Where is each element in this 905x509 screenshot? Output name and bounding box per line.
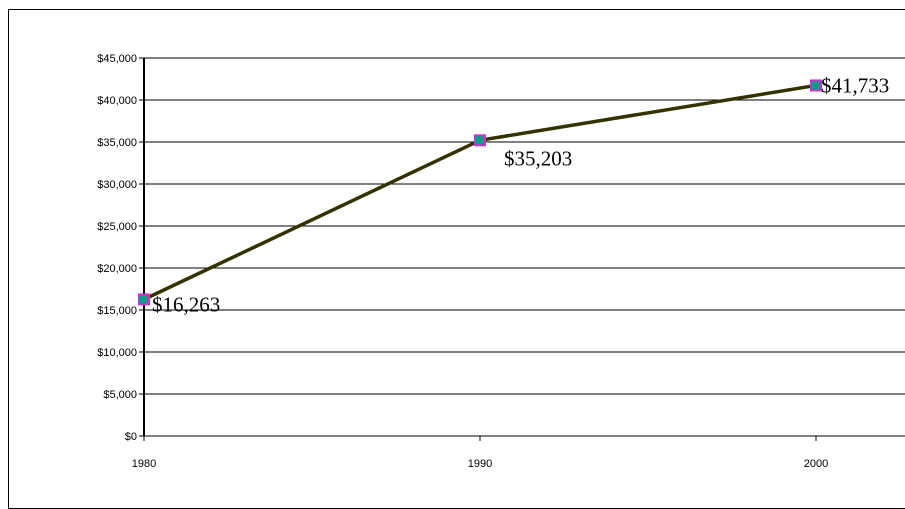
data-label: $35,203	[504, 146, 572, 170]
data-point-marker	[474, 134, 486, 147]
line-chart: $0 $5,000 $10,000 $15,000 $20,000 $25,000 $30,…	[97, 53, 905, 470]
x-tick-label: 2000	[804, 458, 828, 470]
data-label: $41,733	[821, 73, 889, 97]
y-tick-label: $35,000	[97, 137, 137, 149]
y-tick-label: $40,000	[97, 95, 137, 107]
y-tick-label: $5,000	[103, 389, 137, 401]
y-tick-label: $0	[125, 431, 137, 443]
y-tick-label: $45,000	[97, 53, 137, 65]
series-line	[143, 83, 817, 301]
y-tick-label: $30,000	[97, 179, 137, 191]
data-label: $16,263	[152, 292, 220, 316]
y-tick-label: $15,000	[97, 305, 137, 317]
data-point-marker	[810, 79, 822, 92]
y-tick-label: $25,000	[97, 221, 137, 233]
x-tick-label: 1980	[132, 458, 156, 470]
y-tick-label: $10,000	[97, 347, 137, 359]
x-tick-label: 1990	[468, 458, 492, 470]
data-point-marker	[138, 293, 150, 306]
y-tick-label: $20,000	[97, 263, 137, 275]
